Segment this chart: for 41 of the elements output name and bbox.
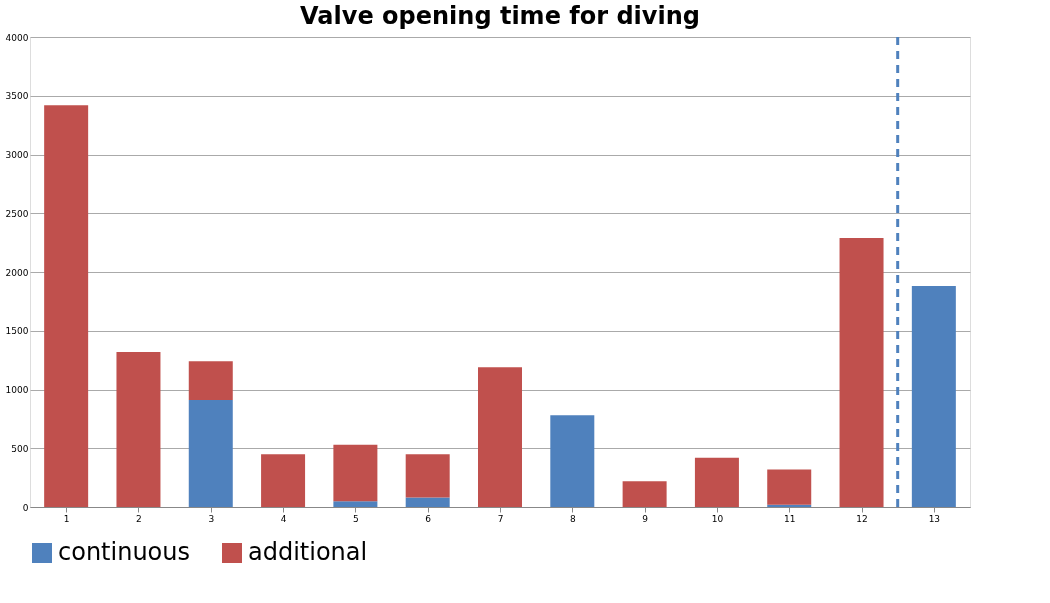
x-tick-label: 13 <box>928 513 941 524</box>
legend-label: additional <box>248 538 368 566</box>
bar <box>116 351 161 507</box>
y-tick-label: 3500 <box>5 91 29 102</box>
bar <box>261 454 306 507</box>
y-tick-label: 2000 <box>5 267 29 278</box>
bar <box>405 497 450 507</box>
x-tick-label: 2 <box>136 513 142 524</box>
x-tick-label: 6 <box>425 513 432 524</box>
bar <box>405 454 450 498</box>
bar <box>767 469 812 505</box>
x-tick-label: 12 <box>856 513 868 524</box>
bar <box>44 105 89 507</box>
x-tick-label: 4 <box>280 513 287 524</box>
y-tick-label: 1000 <box>5 385 29 395</box>
x-tick-label: 7 <box>497 513 504 524</box>
y-tick-label: 0 <box>22 502 29 513</box>
bar <box>622 481 667 507</box>
bar <box>333 444 378 502</box>
bar <box>694 457 739 507</box>
x-tick-label: 11 <box>784 513 796 524</box>
bar <box>839 237 884 507</box>
x-tick-label: 10 <box>711 513 724 524</box>
y-tick-label: 4000 <box>5 32 29 43</box>
legend-label: continuous <box>58 538 190 566</box>
y-tick-label: 3000 <box>5 150 29 160</box>
x-tick-label: 3 <box>208 513 215 524</box>
chart-title: Valve opening time for diving <box>300 2 700 30</box>
x-tick-label: 1 <box>63 513 70 524</box>
y-tick-label: 1500 <box>5 326 29 337</box>
bar <box>550 415 595 507</box>
bar <box>333 501 378 507</box>
y-tick-label: 500 <box>11 443 29 454</box>
bar <box>188 361 233 401</box>
bar <box>911 286 956 507</box>
bar <box>478 367 522 507</box>
x-tick-label: 5 <box>353 513 359 524</box>
x-tick-label: 8 <box>569 513 576 524</box>
y-tick-label: 2500 <box>5 208 29 219</box>
bar <box>188 400 233 507</box>
x-tick-label: 9 <box>642 513 649 524</box>
